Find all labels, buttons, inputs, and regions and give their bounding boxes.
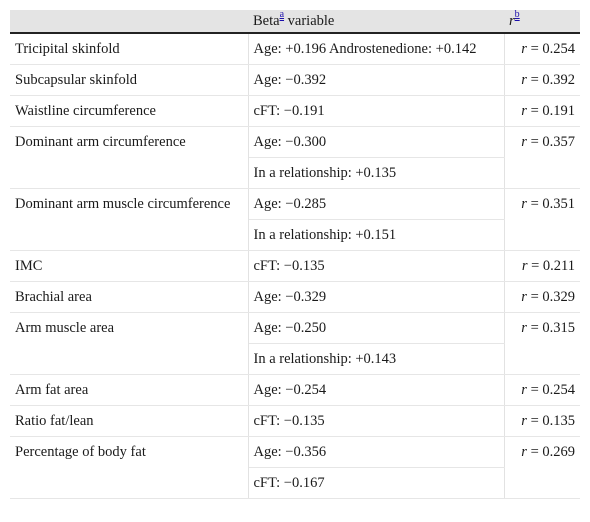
r-equals: =	[526, 413, 543, 429]
r-symbol: r	[521, 72, 527, 88]
header-r-text: r	[509, 12, 515, 29]
r-value-cell: r = 0.329	[504, 281, 580, 313]
measure-cell: Tricipital skinfold	[10, 33, 249, 65]
table-row: Dominant arm muscle circumference Age: −0…	[10, 188, 580, 251]
beta-value-cell: Age: −0.250	[248, 312, 505, 344]
r-symbol: r	[521, 41, 527, 57]
footnote-a-link[interactable]: a	[279, 8, 285, 20]
table-row: Arm muscle area Age: −0.250 r = 0.315	[10, 312, 580, 375]
r-value: 0.211	[542, 258, 575, 274]
table-row: Ratio fat/lean cFT: −0.135 r = 0.135	[10, 405, 580, 437]
beta-value-cell: cFT: −0.191	[248, 95, 505, 127]
r-value-cell: r = 0.191	[504, 95, 580, 127]
r-value: 0.191	[542, 103, 575, 119]
r-value: 0.329	[542, 289, 575, 305]
r-symbol: r	[521, 382, 527, 398]
r-symbol: r	[521, 444, 527, 460]
r-equals: =	[526, 289, 543, 305]
measure-cell: IMC	[10, 250, 249, 282]
footnote-b-link[interactable]: b	[514, 8, 520, 20]
r-value: 0.357	[542, 134, 575, 150]
beta-value-cell: In a relationship: +0.135	[248, 157, 505, 189]
table-row: cFT: −0.167	[10, 467, 580, 499]
beta-value-cell: In a relationship: +0.143	[248, 343, 505, 375]
header-beta-variable: Betaa variable	[248, 8, 504, 34]
r-equals: =	[526, 72, 543, 88]
beta-value-cell: Age: −0.300	[248, 126, 505, 158]
beta-value-cell: Age: −0.254	[248, 374, 505, 406]
header-beta-text: Beta	[253, 12, 280, 29]
header-r: rb	[504, 8, 580, 34]
measure-cell: Brachial area	[10, 281, 249, 313]
beta-value-cell: Age: −0.285	[248, 188, 505, 220]
r-equals: =	[526, 382, 543, 398]
r-value-cell: r = 0.269	[504, 436, 580, 499]
beta-value-cell: Age: −0.329	[248, 281, 505, 313]
r-symbol: r	[521, 103, 527, 119]
beta-value-cell: In a relationship: +0.151	[248, 219, 505, 251]
r-symbol: r	[521, 289, 527, 305]
beta-value-cell: cFT: −0.167	[248, 467, 505, 499]
header-variable-text: variable	[284, 12, 335, 29]
r-value-cell: r = 0.351	[504, 188, 580, 251]
r-equals: =	[527, 258, 543, 274]
beta-value-cell: cFT: −0.135	[248, 250, 505, 282]
r-value: 0.269	[542, 444, 575, 460]
r-value-cell: r = 0.254	[504, 33, 580, 65]
beta-value-cell: Age: +0.196 Androstenedione: +0.142	[248, 33, 505, 65]
measure-cell: Ratio fat/lean	[10, 405, 249, 437]
r-symbol: r	[521, 320, 527, 336]
table-row: Percentage of body fat Age: −0.356 r = 0.2…	[10, 436, 580, 499]
r-value: 0.351	[542, 196, 575, 212]
measure-cell: Dominant arm muscle circumference	[10, 188, 249, 251]
r-symbol: r	[521, 413, 527, 429]
measure-cell: Percentage of body fat	[10, 436, 249, 499]
table-header-row: Betaa variable rb	[10, 8, 580, 34]
r-equals: =	[526, 320, 543, 336]
table-row: In a relationship: +0.135	[10, 157, 580, 189]
r-symbol: r	[521, 134, 527, 150]
table-row: In a relationship: +0.143	[10, 343, 580, 375]
r-value: 0.315	[542, 320, 575, 336]
r-equals: =	[526, 444, 543, 460]
r-value: 0.254	[542, 41, 575, 57]
measure-cell: Arm fat area	[10, 374, 249, 406]
beta-value-cell: cFT: −0.135	[248, 405, 505, 437]
table-row: Arm fat area Age: −0.254 r = 0.254	[10, 374, 580, 406]
r-value: 0.254	[542, 382, 575, 398]
r-symbol: r	[521, 258, 528, 274]
r-value-cell: r = 0.392	[504, 64, 580, 96]
measure-cell: Dominant arm circumference	[10, 126, 249, 189]
table-row: Brachial area Age: −0.329 r = 0.329	[10, 281, 580, 313]
r-equals: =	[526, 103, 543, 119]
table-row: In a relationship: +0.151	[10, 219, 580, 251]
measure-cell: Subcapsular skinfold	[10, 64, 249, 96]
r-equals: =	[526, 196, 543, 212]
r-value-cell: r = 0.211	[504, 250, 580, 282]
beta-value-cell: Age: −0.356	[248, 436, 505, 468]
r-value-cell: r = 0.254	[504, 374, 580, 406]
r-equals: =	[526, 134, 543, 150]
r-value-cell: r = 0.357	[504, 126, 580, 189]
r-equals: =	[526, 41, 543, 57]
table-row: IMC cFT: −0.135 r = 0.211	[10, 250, 580, 282]
r-value-cell: r = 0.135	[504, 405, 580, 437]
header-measure	[10, 10, 248, 34]
regression-table: Betaa variable rb Tricipital skinfold Age…	[10, 8, 580, 499]
table-body: Tricipital skinfold Age: +0.196 Androsten…	[10, 33, 580, 499]
table-row: Waistline circumference cFT: −0.191 r = 0.…	[10, 95, 580, 127]
table-row: Tricipital skinfold Age: +0.196 Androsten…	[10, 33, 580, 65]
measure-cell: Waistline circumference	[10, 95, 249, 127]
r-value: 0.135	[542, 413, 575, 429]
table-row: Subcapsular skinfold Age: −0.392 r = 0.392	[10, 64, 580, 96]
r-value: 0.392	[542, 72, 575, 88]
r-value-cell: r = 0.315	[504, 312, 580, 375]
r-symbol: r	[521, 196, 527, 212]
beta-value-cell: Age: −0.392	[248, 64, 505, 96]
table-row: Dominant arm circumference Age: −0.300 r =…	[10, 126, 580, 189]
measure-cell: Arm muscle area	[10, 312, 249, 375]
